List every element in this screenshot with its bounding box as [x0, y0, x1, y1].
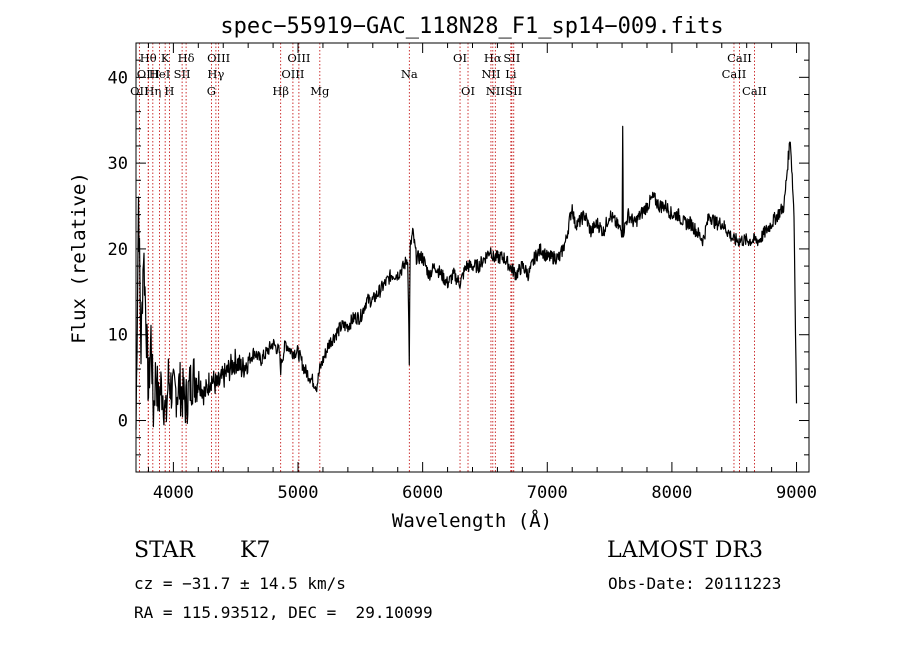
line-marker-label: OI [461, 84, 475, 98]
survey-name: LAMOST DR3 [607, 538, 763, 563]
line-marker-label: Hγ [207, 67, 224, 81]
line-marker-label: G [207, 84, 216, 98]
line-marker-label: OIII [287, 51, 310, 65]
y-axis-label: Flux (relative) [68, 172, 90, 344]
observation-date: Obs-Date: 20111223 [608, 574, 782, 593]
plot-frame [135, 42, 810, 473]
x-tick-label: 9000 [776, 483, 817, 503]
line-marker-label: NII [486, 84, 505, 98]
line-marker-label: CaII [742, 84, 767, 98]
x-tick-label: 8000 [651, 483, 692, 503]
object-subclass: K7 [240, 538, 271, 563]
line-marker-label: NII [481, 67, 500, 81]
y-tick-label: 10 [108, 326, 128, 346]
chart-title: spec−55919−GAC_118N28_F1_sp14−009.fits [220, 14, 723, 39]
line-marker-label: Li [505, 67, 517, 81]
x-tick-label: 5000 [278, 483, 319, 503]
line-marker-label: OII [130, 84, 149, 98]
coordinates: RA = 115.93512, DEC = 29.10099 [134, 603, 433, 622]
y-tick-label: 40 [108, 68, 128, 88]
line-marker-label: H [164, 84, 174, 98]
line-marker-label: SII [503, 51, 520, 65]
line-marker-label: SII [505, 84, 522, 98]
object-class: STAR [134, 538, 195, 563]
y-tick-label: 20 [108, 240, 128, 260]
line-marker-label: Na [401, 67, 418, 81]
x-tick-label: 6000 [402, 483, 443, 503]
line-marker-label: CaII [727, 51, 752, 65]
line-marker-label: OIII [281, 67, 304, 81]
spectrum-line [135, 125, 798, 430]
line-marker-label: Hα [484, 51, 502, 65]
x-tick-label: 4000 [153, 483, 194, 503]
y-tick-label: 30 [108, 154, 128, 174]
line-marker-label: HeI [149, 67, 170, 81]
line-marker-label: K [161, 51, 170, 65]
line-marker-label: Hδ [178, 51, 195, 65]
line-marker-label: Hβ [272, 84, 289, 98]
line-marker-label: CaII [722, 67, 747, 81]
x-axis-label: Wavelength (Å) [392, 509, 552, 532]
line-marker-label: SII [174, 67, 191, 81]
y-tick-label: 0 [118, 412, 128, 432]
redshift-velocity: cz = −31.7 ± 14.5 km/s [134, 574, 346, 593]
line-marker-label: OIII [207, 51, 230, 65]
line-marker-label: Mg [310, 84, 330, 98]
line-marker-label: Hη [144, 84, 161, 98]
line-marker-label: OI [453, 51, 467, 65]
x-tick-label: 7000 [527, 483, 568, 503]
